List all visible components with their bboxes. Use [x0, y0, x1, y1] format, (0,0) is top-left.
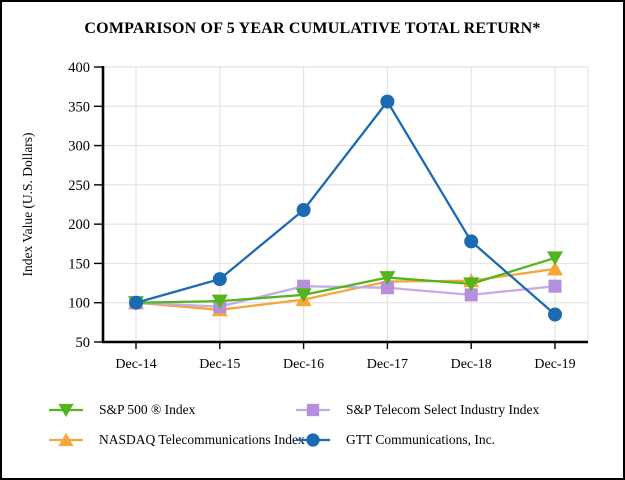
nasdaq-triangle-up-icon: [49, 432, 83, 447]
chart-title: COMPARISON OF 5 YEAR CUMULATIVE TOTAL RE…: [84, 20, 541, 37]
svg-text:Dec-18: Dec-18: [451, 357, 492, 372]
gtt-circle-icon: [296, 433, 330, 447]
svg-text:Dec-17: Dec-17: [367, 357, 408, 372]
sp500-triangle-down-icon: [49, 403, 83, 418]
legend-item-nasdaq-telecom: NASDAQ Telecommunications Index: [49, 430, 305, 450]
svg-text:Dec-16: Dec-16: [283, 357, 324, 372]
svg-text:Dec-14: Dec-14: [115, 357, 156, 372]
svg-text:Dec-15: Dec-15: [199, 357, 240, 372]
svg-text:Index Value (U.S. Dollars): Index Value (U.S. Dollars): [20, 132, 35, 276]
legend-label-sp-telecom: S&P Telecom Select Industry Index: [346, 402, 540, 417]
sp-telecom-square-icon: [296, 403, 330, 417]
svg-text:100: 100: [68, 296, 90, 312]
svg-text:150: 150: [68, 256, 90, 272]
legend-label-sp500: S&P 500 ® Index: [99, 402, 196, 417]
svg-text:200: 200: [68, 217, 90, 233]
svg-text:50: 50: [76, 335, 91, 351]
legend-item-sp500: S&P 500 ® Index: [49, 400, 195, 420]
svg-text:Dec-19: Dec-19: [534, 357, 575, 372]
svg-text:250: 250: [68, 178, 90, 194]
legend-label-gtt: GTT Communications, Inc.: [346, 432, 495, 447]
svg-text:350: 350: [68, 99, 90, 115]
svg-text:400: 400: [68, 60, 90, 76]
legend-item-gtt: GTT Communications, Inc.: [296, 430, 495, 450]
svg-text:300: 300: [68, 139, 90, 155]
legend-item-sp-telecom: S&P Telecom Select Industry Index: [296, 400, 539, 420]
legend-label-nasdaq-telecom: NASDAQ Telecommunications Index: [99, 432, 305, 447]
